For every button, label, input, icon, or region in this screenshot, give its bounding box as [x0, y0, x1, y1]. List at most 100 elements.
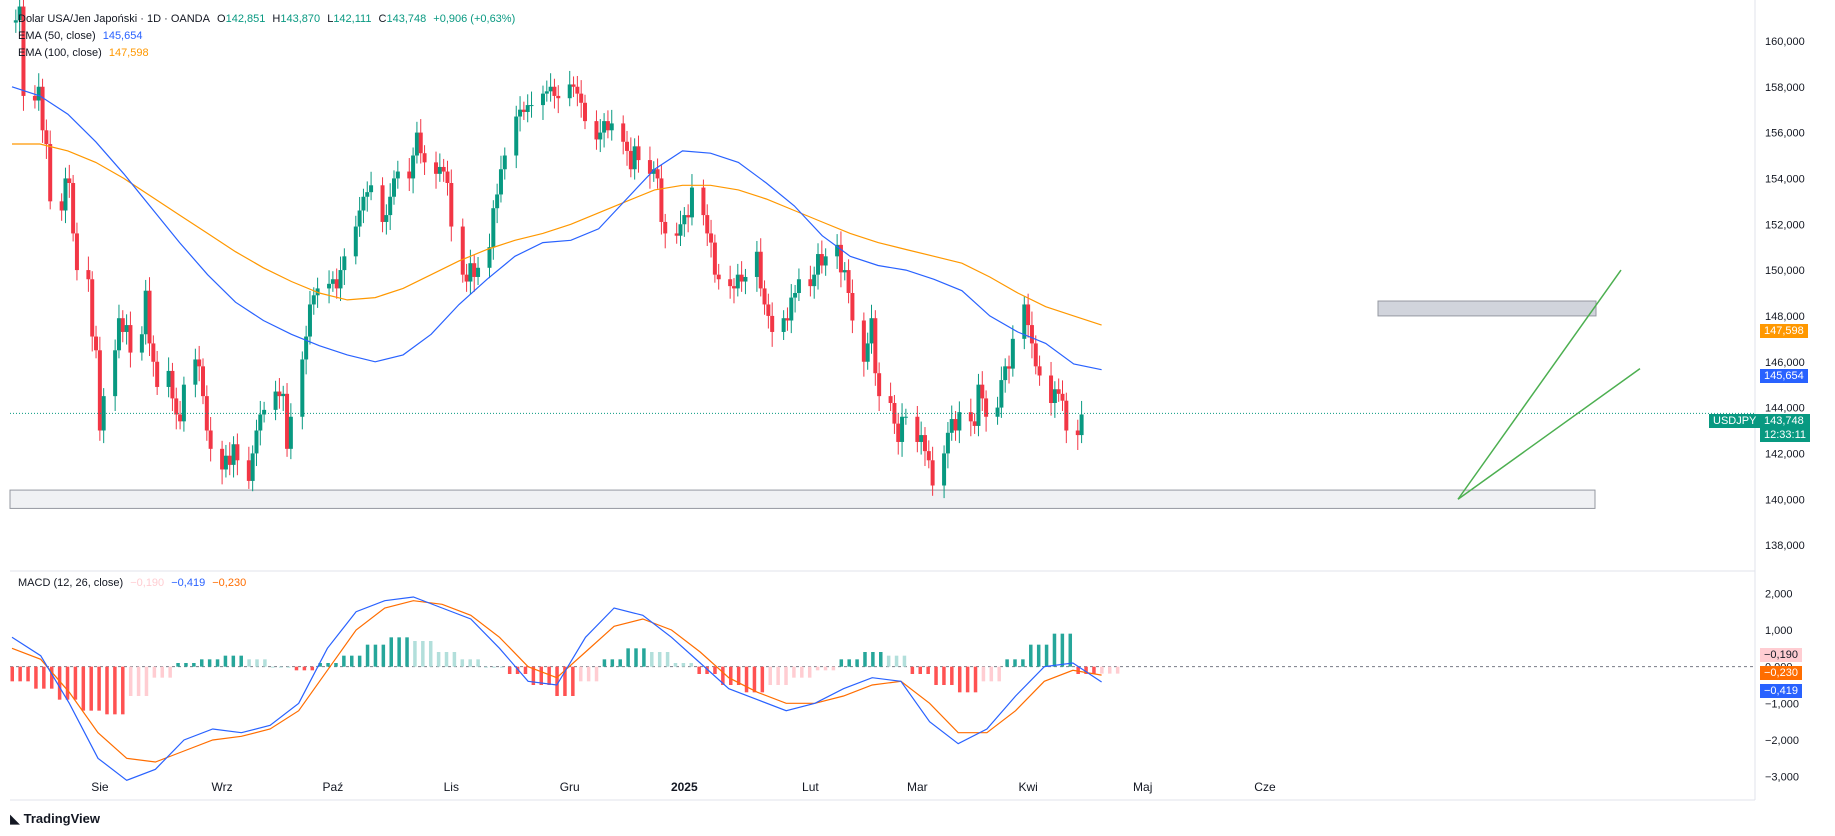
candle-body [647, 160, 652, 174]
candle-body [556, 95, 561, 99]
macd-histogram-bar [452, 652, 457, 667]
ema50-line [11, 86, 1102, 371]
candle-body [621, 123, 626, 142]
macd-histogram-bar [594, 666, 599, 682]
candle-body [984, 398, 989, 417]
candle-body [40, 86, 45, 131]
macd-histogram-bar [500, 666, 504, 668]
candle-body [246, 460, 251, 481]
time-tick-label: Mar [907, 780, 928, 794]
candle-body [609, 123, 614, 131]
macd-histogram-bar [239, 655, 243, 667]
open-value: 142,851 [225, 13, 266, 25]
candle-body [273, 391, 278, 410]
macd-histogram-bar [555, 666, 559, 696]
price-tick-label: 158,000 [1765, 82, 1805, 94]
candle-body [995, 407, 1000, 417]
candle-body [922, 435, 927, 452]
macd-histogram-bar [531, 666, 536, 685]
macd-tick-label: −3,000 [1765, 772, 1799, 784]
candle-body [59, 201, 64, 211]
candle-body [17, 6, 22, 21]
candle-body [976, 384, 981, 426]
macd-hist-value: −0,190 [130, 577, 165, 589]
candle-body [254, 430, 259, 454]
candle-body [90, 279, 95, 337]
candle-body [380, 185, 385, 222]
price-tick-label: 154,000 [1765, 173, 1805, 185]
last-price: 143,748 [1764, 415, 1804, 427]
ema100-legend: EMA (100, close) 147,598 [18, 47, 153, 59]
ema50-value: 145,654 [102, 30, 143, 42]
macd-histogram-bar [902, 655, 907, 667]
macd-histogram-bar [428, 641, 433, 667]
candle-body [304, 336, 309, 360]
candle-body [846, 270, 851, 293]
macd-histogram-bar [618, 659, 622, 667]
candle-body [953, 419, 958, 431]
macd-histogram-bar [744, 666, 749, 693]
candle-body [873, 318, 878, 374]
candle-body [861, 320, 866, 362]
macd-histogram-bar [642, 648, 646, 667]
candle-body [330, 279, 335, 284]
support-zone [9, 489, 1596, 509]
symbol-title: Dolar USA/Jen Japoński · 1D · OANDA [18, 13, 210, 25]
macd-tick-label: −1,000 [1765, 698, 1799, 710]
macd-label: MACD (12, 26, close) [18, 577, 124, 589]
macd-histogram-bar [294, 666, 299, 671]
candle-body [812, 274, 817, 287]
candle-body [900, 416, 905, 442]
candle-body [709, 233, 714, 243]
macd-histogram-bar [1005, 659, 1009, 667]
high-value: 143,870 [280, 13, 321, 25]
candle-body [231, 444, 236, 465]
candle-body [384, 215, 389, 222]
macd-histogram-bar [231, 655, 236, 667]
candle-body [957, 412, 962, 431]
candle-body [86, 270, 91, 280]
macd-histogram-bar [184, 663, 188, 667]
candle-body [1007, 366, 1012, 369]
macd-histogram-bar [657, 652, 662, 667]
macd-histogram-bar [144, 666, 149, 696]
candle-body [865, 343, 870, 362]
candle-body [235, 444, 240, 461]
candle-body [338, 270, 343, 289]
tradingview-logo[interactable]: ◣ TradingView [10, 811, 100, 827]
macd-tick-label: 2,000 [1765, 588, 1793, 600]
macd-histogram-bar [65, 666, 70, 700]
macd-histogram-bar [926, 666, 930, 674]
candle-body [583, 102, 587, 122]
candle-body [705, 215, 710, 234]
macd-histogram-bar [563, 666, 567, 696]
brand-name: TradingView [23, 811, 100, 826]
candle-body [407, 171, 412, 179]
macd-histogram-bar [1021, 659, 1025, 667]
macd-histogram-bar [957, 666, 962, 693]
macd-histogram-bar [934, 666, 938, 685]
macd-histogram-bar [1036, 644, 1041, 667]
candle-body [838, 244, 843, 273]
price-tick-label: 144,000 [1765, 403, 1805, 415]
candle-body [495, 194, 500, 209]
candle-body [758, 251, 763, 289]
candle-body [602, 121, 607, 133]
macd-histogram-bar [176, 663, 180, 667]
candle-body [529, 105, 534, 107]
macd-histogram-bar [365, 644, 370, 667]
candle-body [762, 288, 767, 305]
macd-histogram-bar [760, 666, 765, 693]
macd-histogram-bar [965, 666, 970, 693]
macd-histogram-bar [997, 666, 1001, 682]
candle-body [743, 276, 748, 282]
macd-histogram-bar [752, 666, 757, 693]
macd-histogram-bar [310, 666, 315, 671]
macd-histogram-bar [815, 666, 820, 671]
candle-body [728, 279, 733, 287]
macd-signal-value: −0,230 [212, 577, 247, 589]
candle-body [288, 416, 293, 449]
macd-legend: MACD (12, 26, close) −0,190 −0,419 −0,23… [18, 577, 250, 589]
candle-body [334, 279, 339, 289]
